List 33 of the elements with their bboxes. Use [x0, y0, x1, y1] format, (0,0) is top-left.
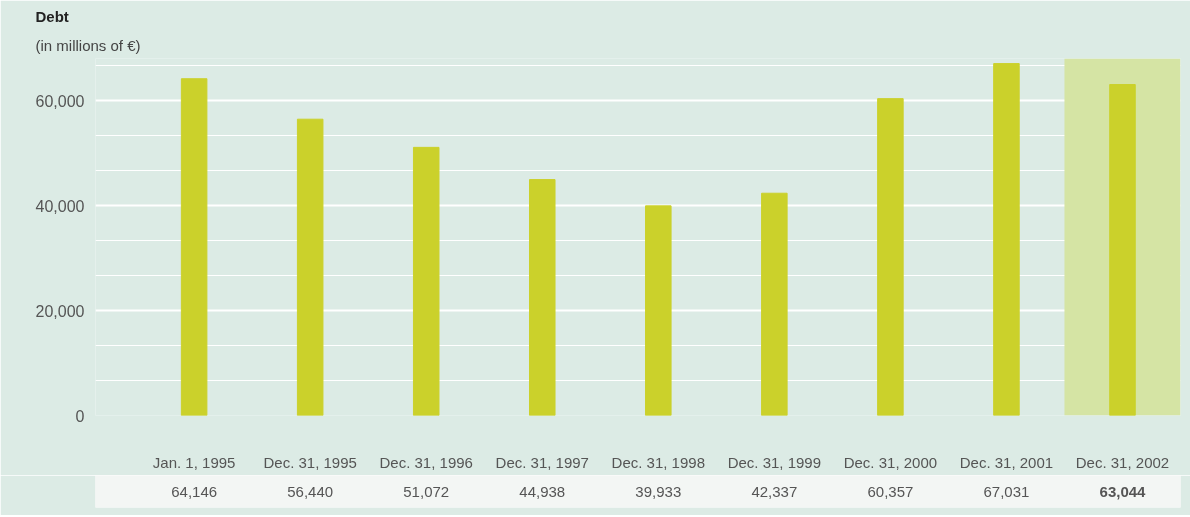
x-tick-label: Dec. 31, 1995: [263, 453, 357, 471]
chart-title: Debt: [35, 7, 69, 25]
data-label: 67,031: [983, 482, 1030, 500]
data-label: 63,044: [1099, 482, 1147, 500]
bar: [180, 78, 208, 416]
x-tick-label: Dec. 31, 2002: [1075, 453, 1170, 471]
y-tick-label: 40,000: [35, 197, 85, 215]
data-label: 51,072: [403, 482, 450, 500]
chart-subtitle: (in millions of €): [35, 36, 141, 54]
y-tick-label: 0: [75, 407, 85, 425]
data-label: 42,337: [751, 482, 798, 500]
bar: [412, 146, 440, 416]
bar: [993, 63, 1020, 416]
x-tick-label: Jan. 1, 1995: [152, 453, 236, 471]
data-label: 39,933: [635, 482, 682, 500]
bar: [529, 179, 556, 416]
data-label: 56,440: [287, 482, 334, 500]
y-tick-label: 20,000: [35, 302, 85, 320]
bar: [296, 118, 324, 416]
data-label: 64,146: [171, 482, 218, 500]
bar: [645, 205, 672, 416]
x-tick-label: Dec. 31, 2000: [843, 453, 938, 471]
data-label: 60,357: [867, 482, 914, 500]
data-label: 44,938: [519, 482, 566, 500]
x-tick-label: Dec. 31, 1997: [495, 453, 589, 471]
x-tick-label: Dec. 31, 2001: [959, 453, 1054, 471]
x-tick-label: Dec. 31, 1998: [611, 453, 706, 471]
x-tick-label: Dec. 31, 1996: [379, 453, 473, 471]
y-tick-label: 60,000: [35, 92, 85, 110]
x-tick-label: Dec. 31, 1999: [727, 453, 822, 471]
bar: [877, 98, 904, 416]
bar: [1109, 84, 1136, 416]
bar: [761, 192, 788, 416]
